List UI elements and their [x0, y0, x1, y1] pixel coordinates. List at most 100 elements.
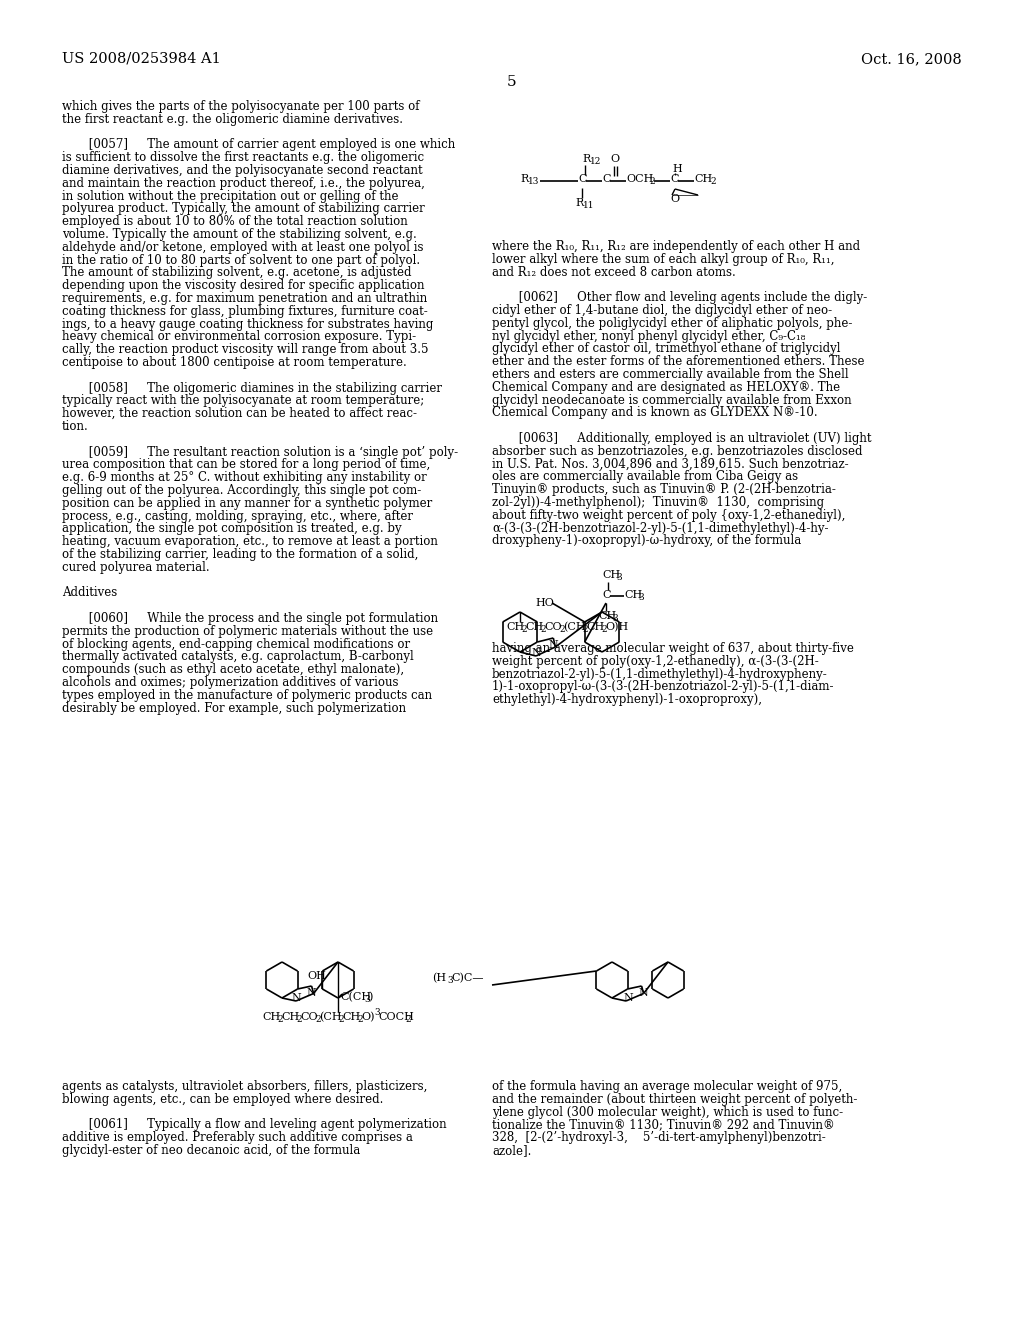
- Text: 2: 2: [540, 624, 546, 634]
- Text: the first reactant e.g. the oligomeric diamine derivatives.: the first reactant e.g. the oligomeric d…: [62, 112, 403, 125]
- Text: N: N: [307, 987, 316, 998]
- Text: N: N: [639, 987, 648, 998]
- Text: oles are commercially available from Ciba Geigy as: oles are commercially available from Cib…: [492, 470, 798, 483]
- Text: 1)-1-oxopropyl-ω-(3-(3-(2H-benzotriazol-2-yl)-5-(1,1-diam-: 1)-1-oxopropyl-ω-(3-(3-(2H-benzotriazol-…: [492, 680, 835, 693]
- Text: N: N: [291, 993, 301, 1003]
- Text: 2: 2: [521, 624, 526, 634]
- Text: of the formula having an average molecular weight of 975,: of the formula having an average molecul…: [492, 1080, 843, 1093]
- Text: R: R: [582, 154, 590, 164]
- Text: CH: CH: [525, 622, 544, 632]
- Text: C: C: [670, 174, 679, 183]
- Text: Chemical Company and are designated as HELOXY®. The: Chemical Company and are designated as H…: [492, 380, 840, 393]
- Text: types employed in the manufacture of polymeric products can: types employed in the manufacture of pol…: [62, 689, 432, 702]
- Text: 328,  [2-(2’-hydroxyl-3,    5’-di-tert-amylphenyl)benzotri-: 328, [2-(2’-hydroxyl-3, 5’-di-tert-amylp…: [492, 1131, 825, 1144]
- Text: absorber such as benzotriazoles, e.g. benzotriazoles disclosed: absorber such as benzotriazoles, e.g. be…: [492, 445, 862, 458]
- Text: [0062]   Other flow and leveling agents include the digly-: [0062] Other flow and leveling agents in…: [492, 292, 867, 304]
- Text: thermally activated catalysts, e.g. caprolactum, B-carbonyl: thermally activated catalysts, e.g. capr…: [62, 651, 414, 664]
- Text: employed is about 10 to 80% of the total reaction solution: employed is about 10 to 80% of the total…: [62, 215, 408, 228]
- Text: N: N: [624, 993, 633, 1003]
- Text: 2: 2: [559, 624, 564, 634]
- Text: [0058]   The oligomeric diamines in the stabilizing carrier: [0058] The oligomeric diamines in the st…: [62, 381, 442, 395]
- Text: 2: 2: [582, 624, 588, 634]
- Text: requirements, e.g. for maximum penetration and an ultrathin: requirements, e.g. for maximum penetrati…: [62, 292, 427, 305]
- Text: CO: CO: [300, 1012, 317, 1022]
- Text: ings, to a heavy gauge coating thickness for substrates having: ings, to a heavy gauge coating thickness…: [62, 318, 433, 330]
- Text: Oct. 16, 2008: Oct. 16, 2008: [861, 51, 962, 66]
- Text: Chemical Company and is known as GLYDEXX N®-10.: Chemical Company and is known as GLYDEXX…: [492, 407, 817, 420]
- Text: OH: OH: [307, 972, 326, 981]
- Text: cally, the reaction product viscosity will range from about 3.5: cally, the reaction product viscosity wi…: [62, 343, 428, 356]
- Text: C: C: [578, 174, 587, 183]
- Text: aldehyde and/or ketone, employed with at least one polyol is: aldehyde and/or ketone, employed with at…: [62, 240, 424, 253]
- Text: H: H: [672, 164, 682, 174]
- Text: gelling out of the polyurea. Accordingly, this single pot com-: gelling out of the polyurea. Accordingly…: [62, 484, 421, 498]
- Text: ylene glycol (300 molecular weight), which is used to func-: ylene glycol (300 molecular weight), whi…: [492, 1106, 843, 1118]
- Text: R: R: [520, 174, 528, 183]
- Text: process, e.g., casting, molding, spraying, etc., where, after: process, e.g., casting, molding, sprayin…: [62, 510, 413, 523]
- Text: 3: 3: [612, 614, 617, 623]
- Text: CO: CO: [544, 622, 561, 632]
- Text: application, the single pot composition is treated, e.g. by: application, the single pot composition …: [62, 523, 401, 536]
- Text: CH: CH: [598, 611, 616, 620]
- Text: and maintain the reaction product thereof, i.e., the polyurea,: and maintain the reaction product thereo…: [62, 177, 425, 190]
- Text: 2: 2: [601, 624, 606, 634]
- Text: R: R: [575, 198, 584, 209]
- Text: [0059]   The resultant reaction solution is a ‘single pot’ poly-: [0059] The resultant reaction solution i…: [62, 446, 458, 458]
- Text: (CH: (CH: [563, 622, 586, 632]
- Text: coating thickness for glass, plumbing fixtures, furniture coat-: coating thickness for glass, plumbing fi…: [62, 305, 428, 318]
- Text: 2: 2: [315, 1015, 321, 1024]
- Text: US 2008/0253984 A1: US 2008/0253984 A1: [62, 51, 221, 66]
- Text: [0057]   The amount of carrier agent employed is one which: [0057] The amount of carrier agent emplo…: [62, 139, 456, 152]
- Text: α-(3-(3-(2H-benzotriazol-2-yl)-5-(1,1-dimethylethyl)-4-hy-: α-(3-(3-(2H-benzotriazol-2-yl)-5-(1,1-di…: [492, 521, 828, 535]
- Text: C: C: [602, 590, 610, 601]
- Text: and R₁₂ does not exceed 8 carbon atoms.: and R₁₂ does not exceed 8 carbon atoms.: [492, 265, 736, 279]
- Text: in the ratio of 10 to 80 parts of solvent to one part of polyol.: in the ratio of 10 to 80 parts of solven…: [62, 253, 420, 267]
- Text: CH: CH: [281, 1012, 299, 1022]
- Text: lower alkyl where the sum of each alkyl group of R₁₀, R₁₁,: lower alkyl where the sum of each alkyl …: [492, 253, 835, 265]
- Text: heating, vacuum evaporation, etc., to remove at least a portion: heating, vacuum evaporation, etc., to re…: [62, 535, 438, 548]
- Text: glycidyl neodecanoate is commercially available from Exxon: glycidyl neodecanoate is commercially av…: [492, 393, 852, 407]
- Text: alcohols and oximes; polymerization additives of various: alcohols and oximes; polymerization addi…: [62, 676, 398, 689]
- Text: glycidyl-ester of neo decanoic acid, of the formula: glycidyl-ester of neo decanoic acid, of …: [62, 1144, 360, 1158]
- Text: ): ): [368, 993, 373, 1002]
- Text: Tinuyin® products, such as Tinuvin® P. (2-(2H-benzotria-: Tinuyin® products, such as Tinuvin® P. (…: [492, 483, 836, 496]
- Text: agents as catalysts, ultraviolet absorbers, fillers, plasticizers,: agents as catalysts, ultraviolet absorbe…: [62, 1080, 427, 1093]
- Text: CH: CH: [694, 174, 713, 183]
- Text: having an average molecular weight of 637, about thirty-five: having an average molecular weight of 63…: [492, 642, 854, 655]
- Text: tionalize the Tinuvin® 1130; Tinuvin® 292 and Tinuvin®: tionalize the Tinuvin® 1130; Tinuvin® 29…: [492, 1118, 835, 1131]
- Text: 3: 3: [447, 975, 453, 985]
- Text: CH: CH: [624, 590, 642, 601]
- Text: urea composition that can be stored for a long period of time,: urea composition that can be stored for …: [62, 458, 430, 471]
- Text: CH: CH: [506, 622, 524, 632]
- Text: ethylethyl)-4-hydroxyphenyl)-1-oxoproproxy),: ethylethyl)-4-hydroxyphenyl)-1-oxopropro…: [492, 693, 762, 706]
- Text: C: C: [602, 174, 610, 183]
- Text: 2: 2: [357, 1015, 362, 1024]
- Text: polyurea product. Typically, the amount of stabilizing carrier: polyurea product. Typically, the amount …: [62, 202, 425, 215]
- Text: ethers and esters are commercially available from the Shell: ethers and esters are commercially avail…: [492, 368, 849, 381]
- Text: cidyl ether of 1,4-butane diol, the diglycidyl ether of neo-: cidyl ether of 1,4-butane diol, the digl…: [492, 304, 833, 317]
- Text: 3: 3: [364, 995, 370, 1005]
- Text: volume. Typically the amount of the stabilizing solvent, e.g.: volume. Typically the amount of the stab…: [62, 228, 417, 242]
- Text: diamine derivatives, and the polyisocyanate second reactant: diamine derivatives, and the polyisocyan…: [62, 164, 423, 177]
- Text: Additives: Additives: [62, 586, 118, 599]
- Text: is sufficient to dissolve the first reactants e.g. the oligomeric: is sufficient to dissolve the first reac…: [62, 152, 424, 164]
- Text: [0060]   While the process and the single pot formulation: [0060] While the process and the single …: [62, 612, 438, 624]
- Text: 2: 2: [338, 1015, 344, 1024]
- Text: 2: 2: [296, 1015, 302, 1024]
- Text: e.g. 6-9 months at 25° C. without exhibiting any instability or: e.g. 6-9 months at 25° C. without exhibi…: [62, 471, 427, 484]
- Text: CH: CH: [586, 622, 604, 632]
- Text: [0061]   Typically a flow and leveling agent polymerization: [0061] Typically a flow and leveling age…: [62, 1118, 446, 1131]
- Text: nyl glycidyl ether, nonyl phenyl glycidyl ether, C₉-C₁₈: nyl glycidyl ether, nonyl phenyl glycidy…: [492, 330, 805, 343]
- Text: typically react with the polyisocyanate at room temperature;: typically react with the polyisocyanate …: [62, 395, 424, 408]
- Text: O)H: O)H: [605, 622, 629, 632]
- Text: CH: CH: [342, 1012, 360, 1022]
- Text: (CH: (CH: [319, 1012, 342, 1022]
- Text: in U.S. Pat. Nos. 3,004,896 and 3,189,615. Such benzotriaz-: in U.S. Pat. Nos. 3,004,896 and 3,189,61…: [492, 458, 849, 471]
- Text: O: O: [610, 154, 620, 164]
- Text: depending upon the viscosity desired for specific application: depending upon the viscosity desired for…: [62, 280, 425, 292]
- Text: OCH: OCH: [626, 174, 653, 183]
- Text: CH: CH: [262, 1012, 281, 1022]
- Text: N: N: [549, 640, 558, 649]
- Text: of blocking agents, end-capping chemical modifications or: of blocking agents, end-capping chemical…: [62, 638, 411, 651]
- Text: pentyl glycol, the poliglycidyl ether of aliphatic polyols, phe-: pentyl glycol, the poliglycidyl ether of…: [492, 317, 852, 330]
